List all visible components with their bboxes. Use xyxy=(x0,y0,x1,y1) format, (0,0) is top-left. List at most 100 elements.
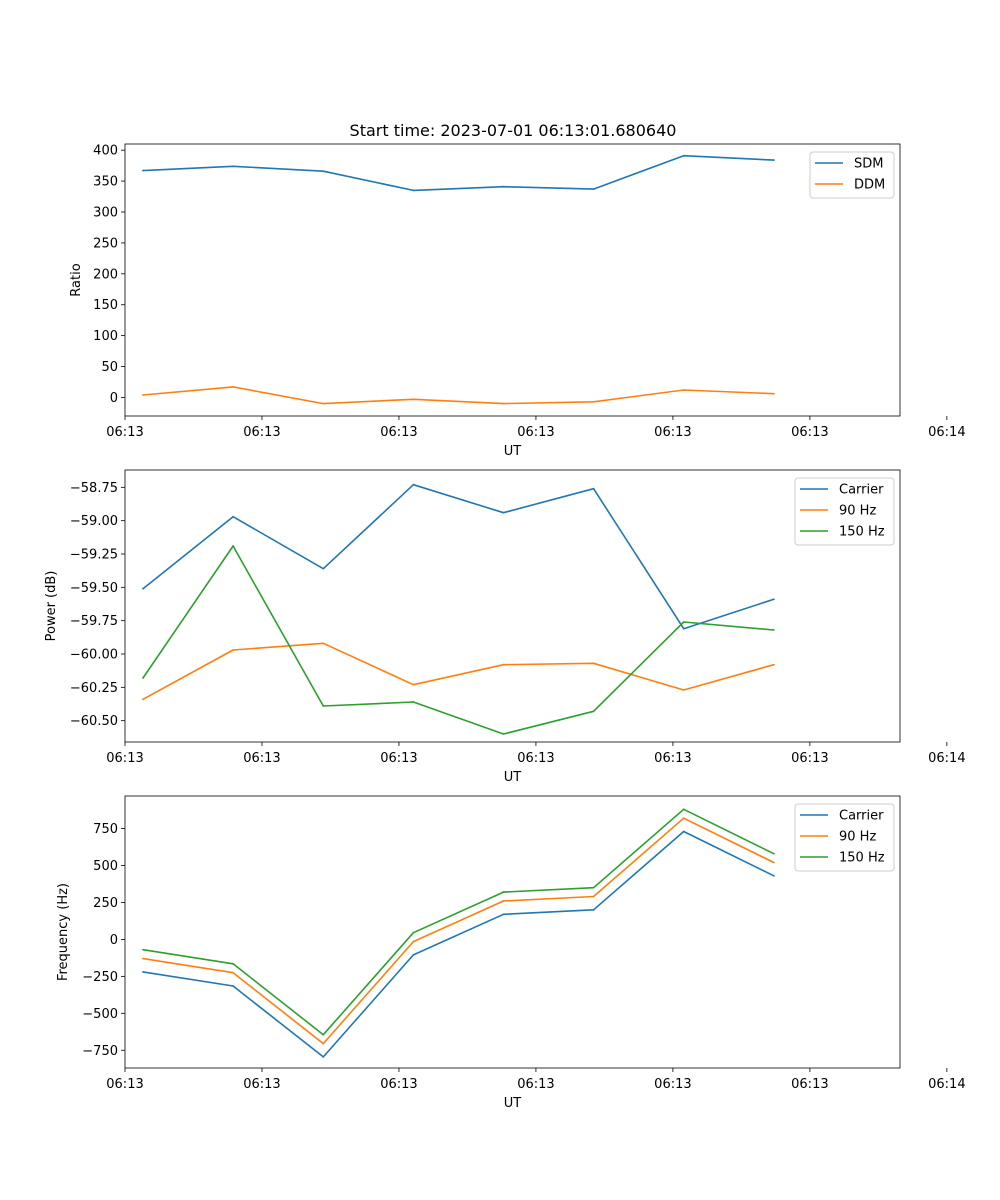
data-point xyxy=(142,948,144,951)
x-tick-label: 06:13 xyxy=(106,1077,143,1092)
data-point xyxy=(682,808,685,811)
x-tick-label: 06:14 xyxy=(928,425,965,440)
data-point xyxy=(682,830,685,833)
data-point xyxy=(772,874,775,877)
x-tick-label: 06:13 xyxy=(380,1077,417,1092)
legend-label: Carrier xyxy=(839,483,884,498)
data-point xyxy=(502,511,505,514)
data-point xyxy=(322,705,325,707)
series-line-150-hz xyxy=(142,808,775,1036)
data-point xyxy=(592,895,595,898)
data-point xyxy=(772,598,775,601)
y-tick-label: −58.75 xyxy=(70,481,118,496)
data-point xyxy=(592,487,595,490)
x-tick-label: 06:14 xyxy=(928,1077,965,1092)
data-point xyxy=(682,627,685,630)
data-point xyxy=(412,683,415,686)
y-tick-label: −60.00 xyxy=(70,648,118,663)
x-tick-label: 06:13 xyxy=(654,1077,691,1092)
data-point xyxy=(232,962,235,965)
y-tick-label: 150 xyxy=(93,298,118,313)
legend-label: 150 Hz xyxy=(839,525,885,540)
data-point xyxy=(592,400,595,403)
data-point xyxy=(232,985,235,987)
y-tick-label: −59.50 xyxy=(70,581,118,596)
data-point xyxy=(412,954,415,956)
x-tick-label: 06:13 xyxy=(243,1077,280,1092)
x-tick-label: 06:13 xyxy=(106,425,143,440)
data-point xyxy=(502,402,505,405)
y-tick-label: 200 xyxy=(93,267,118,282)
data-point xyxy=(142,971,144,973)
x-tick-label: 06:13 xyxy=(654,425,691,440)
data-point xyxy=(502,663,505,666)
data-point xyxy=(412,931,415,934)
figure-title: Start time: 2023-07-01 06:13:01.680640 xyxy=(350,121,677,140)
data-point xyxy=(142,394,144,396)
legend: Carrier 90 Hz 150 Hz xyxy=(794,803,895,872)
data-point xyxy=(592,908,595,911)
data-point xyxy=(592,886,595,889)
data-point xyxy=(682,817,685,820)
data-point xyxy=(322,1042,325,1045)
data-point xyxy=(682,389,685,391)
data-point xyxy=(412,398,415,401)
y-tick-label: 50 xyxy=(101,360,118,375)
data-point xyxy=(142,698,144,701)
data-point xyxy=(772,663,775,666)
data-point xyxy=(592,188,595,191)
data-point xyxy=(232,971,235,974)
y-tick-label: 250 xyxy=(93,896,118,911)
legend-label: DDM xyxy=(854,178,885,193)
data-point xyxy=(142,587,144,590)
data-point xyxy=(592,710,595,713)
data-point xyxy=(502,891,505,893)
data-point xyxy=(772,629,775,631)
x-tick-label: 06:13 xyxy=(243,751,280,766)
x-tick-label: 06:13 xyxy=(380,751,417,766)
y-tick-label: 100 xyxy=(93,329,118,344)
y-tick-label: −750 xyxy=(82,1044,118,1059)
x-axis-label: UT xyxy=(504,1096,522,1111)
data-point xyxy=(322,1033,325,1036)
data-point xyxy=(502,900,505,902)
x-tick-label: 06:13 xyxy=(791,751,828,766)
panel-1: 06:13 06:13 06:13 06:13 06:13 06:13 06:14 0 50 10… xyxy=(69,143,966,459)
series-line-carrier xyxy=(142,483,775,630)
data-point xyxy=(232,386,235,388)
y-axis-label: Ratio xyxy=(69,263,84,296)
panel-2: 06:13 06:13 06:13 06:13 06:13 06:13 06:14 −60.5… xyxy=(44,469,966,785)
data-point xyxy=(232,545,235,547)
y-tick-label: 0 xyxy=(110,391,118,406)
data-point xyxy=(232,649,235,651)
x-tick-label: 06:13 xyxy=(380,425,417,440)
legend-label: 90 Hz xyxy=(839,504,876,519)
y-tick-label: 500 xyxy=(93,859,118,874)
data-point xyxy=(322,642,325,645)
series-line-90-hz xyxy=(142,817,775,1045)
legend: SDM DDM xyxy=(809,151,895,199)
x-axis-label: UT xyxy=(504,770,522,785)
data-point xyxy=(322,170,325,173)
data-point xyxy=(142,169,144,172)
y-axis-label: Frequency (Hz) xyxy=(56,883,71,981)
x-tick-label: 06:13 xyxy=(243,425,280,440)
y-tick-label: −59.75 xyxy=(70,614,118,629)
data-point xyxy=(322,1056,325,1058)
series-line-carrier xyxy=(142,830,775,1058)
y-tick-label: −60.25 xyxy=(70,681,118,696)
x-tick-label: 06:13 xyxy=(517,1077,554,1092)
x-axis-label: UT xyxy=(504,444,522,459)
legend-label: Carrier xyxy=(839,809,884,824)
y-tick-label: 400 xyxy=(93,144,118,159)
legend-label: SDM xyxy=(854,157,883,172)
legend-box xyxy=(794,803,895,872)
legend: Carrier 90 Hz 150 Hz xyxy=(794,477,895,546)
x-tick-label: 06:13 xyxy=(517,425,554,440)
y-axis-label: Power (dB) xyxy=(44,571,59,642)
data-point xyxy=(232,515,235,518)
y-tick-label: −59.25 xyxy=(70,548,118,563)
data-point xyxy=(772,392,775,395)
